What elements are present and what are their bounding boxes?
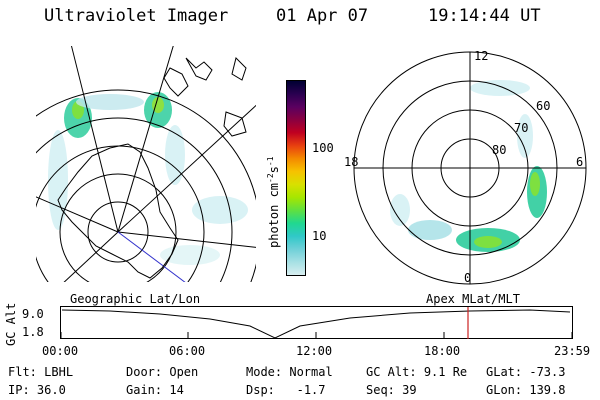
app-title: Ultraviolet Imager — [44, 6, 229, 26]
mode-status: Mode: Normal — [246, 365, 333, 379]
door-status: Door: Open — [126, 365, 199, 379]
altitude-min-label: 1.8 — [22, 325, 44, 339]
gain-status: Gain: 14 — [126, 383, 184, 397]
mlt-label-6: 6 — [576, 155, 583, 169]
latitude-circles — [36, 89, 256, 282]
x-tick-1800: 18:00 — [424, 344, 461, 358]
glon-status: GLon: 139.8 — [486, 383, 566, 397]
image-time: 19:14:44 UT — [428, 6, 541, 26]
magnetic-polar-plot[interactable]: 12 18 6 0 60 70 80 — [340, 44, 600, 286]
mlt-label-12: 12 — [474, 49, 488, 63]
lat-label-60: 60 — [536, 99, 550, 113]
meridian-lines — [36, 46, 256, 282]
altitude-max-label: 9.0 — [22, 307, 44, 321]
geographic-map[interactable] — [0, 40, 262, 286]
glat-status: GLat: -73.3 — [486, 365, 566, 379]
lat-label-80: 80 — [492, 143, 506, 157]
coastlines — [57, 57, 247, 279]
altitude-curve — [61, 309, 571, 339]
x-tick-1200: 12:00 — [296, 344, 333, 358]
image-date: 01 Apr 07 — [276, 6, 369, 26]
aurora-emission-right — [390, 80, 547, 252]
dsp-status: Dsp: -1.7 — [246, 383, 326, 397]
filter-status: Flt: LBHL — [8, 365, 74, 379]
ip-status: IP: 36.0 — [8, 383, 66, 397]
seq-status: Seq: 39 — [366, 383, 417, 397]
altitude-ylabel: GC Alt — [4, 302, 18, 346]
mlt-label-0: 0 — [464, 271, 471, 285]
terminator-line — [117, 231, 186, 282]
geographic-caption: Geographic Lat/Lon — [70, 292, 201, 306]
colorbar-unit-label: photon cm-2s-1 — [266, 156, 281, 248]
altitude-timeline[interactable] — [60, 306, 574, 340]
x-tick-0600: 06:00 — [169, 344, 206, 358]
x-tick-2359: 23:59 — [554, 344, 591, 358]
colorbar-tick-10: 10 — [312, 229, 327, 243]
mlt-label-18: 18 — [344, 155, 358, 169]
colorbar-tick-100: 100 — [312, 141, 334, 155]
x-tick-0000: 00:00 — [42, 344, 79, 358]
gc-alt-status: GC Alt: 9.1 Re — [366, 365, 468, 379]
lat-label-70: 70 — [514, 121, 528, 135]
aurora-emission-left — [48, 92, 248, 265]
colorbar — [286, 80, 306, 276]
apex-caption: Apex MLat/MLT — [426, 292, 520, 306]
